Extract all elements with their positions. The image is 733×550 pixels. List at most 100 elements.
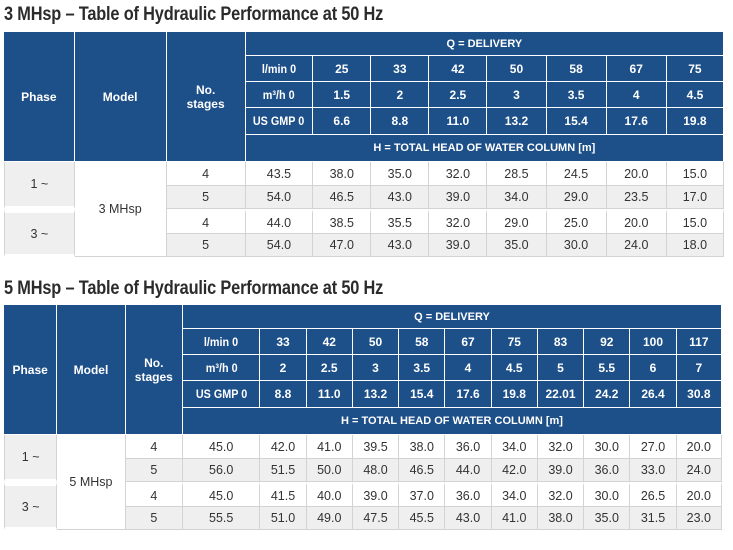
- head-value: 54.0: [245, 234, 314, 257]
- stages-cell: 5: [125, 459, 183, 482]
- head-value: 27.0: [630, 435, 677, 459]
- table-row: 3 ~ 4 44.0 38.5 35.5 32.0 29.0 25.0 20.0…: [4, 209, 724, 257]
- head-value: 35.0: [584, 507, 631, 530]
- flow-value: 11.0: [306, 381, 353, 408]
- table-row: 5 54.0 46.5 43.0 39.0 34.0 29.0 23.5 17.…: [4, 186, 724, 209]
- performance-table-5mhsp: Phase Model No. stages Q = DELIVERY l/mi…: [4, 305, 722, 530]
- head-value: 29.0: [487, 209, 547, 234]
- head-value: 38.5: [313, 209, 372, 234]
- model-cell: 5 MHsp: [57, 435, 126, 530]
- flow-value: 83: [537, 329, 585, 355]
- flow-value: 33: [371, 56, 430, 82]
- head-value: 47.5: [352, 507, 400, 530]
- section-title-5mhsp: 5 MHsp – Table of Hydraulic Performance …: [4, 278, 384, 299]
- flow-value: 25: [313, 56, 372, 82]
- table-row: 5 54.0 47.0 43.0 39.0 35.0 30.0 24.0 18.…: [4, 234, 724, 257]
- head-value: 32.0: [537, 482, 585, 507]
- flow-value: 6: [630, 355, 677, 381]
- flow-value: 26.4: [630, 381, 677, 408]
- head-value: 41.0: [491, 507, 538, 530]
- head-value: 24.0: [676, 459, 722, 482]
- stages-cell: 5: [166, 234, 246, 257]
- head-value: 43.5: [245, 162, 314, 186]
- header-phase: Phase: [4, 305, 58, 435]
- stages-cell: 4: [166, 162, 246, 186]
- head-value: 51.5: [260, 459, 307, 482]
- flow-value: 75: [666, 56, 724, 82]
- flow-value: 6.6: [313, 108, 372, 135]
- flow-value: 8.8: [371, 108, 430, 135]
- flow-row-usgpm: US GMP 0 6.6 8.8 11.0 13.2 15.4 17.6 19.…: [4, 108, 724, 135]
- table-row: 5 56.0 51.5 50.0 48.0 46.5 44.0 42.0 39.…: [4, 459, 722, 482]
- flow-value: 2: [260, 355, 307, 381]
- flow-value: 33: [260, 329, 307, 355]
- flow-value: 15.4: [399, 381, 446, 408]
- flow-value: 117: [676, 329, 722, 355]
- head-value: 30.0: [546, 234, 607, 257]
- head-value: 44.0: [445, 459, 492, 482]
- flow-value: 4.5: [666, 82, 724, 108]
- flow-value: 19.8: [491, 381, 538, 408]
- flow-value: 67: [445, 329, 492, 355]
- flow-value: 75: [491, 329, 538, 355]
- head-value: 18.0: [666, 234, 724, 257]
- flow-unit-label: m³/h 0: [245, 82, 314, 108]
- head-value: 39.0: [429, 234, 488, 257]
- head-value: 31.5: [630, 507, 677, 530]
- table-row: 1 ~ 5 MHsp 4 45.0 42.0 41.0 39.5 38.0 36…: [4, 435, 722, 530]
- head-value: 28.5: [487, 162, 547, 186]
- head-value: 34.0: [491, 482, 538, 507]
- flow-unit-label: l/min 0: [182, 329, 261, 355]
- flow-value: 24.2: [584, 381, 631, 408]
- flow-value: 19.8: [666, 108, 724, 135]
- head-value: 33.0: [630, 459, 677, 482]
- head-value: 45.0: [182, 435, 261, 459]
- head-value: 15.0: [666, 162, 724, 186]
- flow-value: 17.6: [445, 381, 492, 408]
- head-value: 35.5: [371, 209, 430, 234]
- head-value: 20.0: [606, 209, 667, 234]
- head-value: 55.5: [182, 507, 261, 530]
- head-value: 38.0: [537, 507, 585, 530]
- head-value: 41.5: [260, 482, 307, 507]
- flow-value: 50: [352, 329, 400, 355]
- head-value: 42.0: [260, 435, 307, 459]
- head-value: 43.0: [371, 234, 430, 257]
- head-value: 45.5: [399, 507, 446, 530]
- header-model: Model: [57, 305, 126, 435]
- header-total-head: H = TOTAL HEAD OF WATER COLUMN [m]: [182, 408, 722, 435]
- flow-value: 13.2: [352, 381, 400, 408]
- head-value: 20.0: [606, 162, 667, 186]
- head-value: 39.0: [429, 186, 488, 209]
- stages-cell: 5: [125, 507, 183, 530]
- head-value: 24.0: [606, 234, 667, 257]
- head-value: 23.5: [606, 186, 667, 209]
- head-value: 39.0: [352, 482, 400, 507]
- head-value: 36.0: [584, 459, 631, 482]
- head-value: 30.0: [584, 435, 631, 459]
- flow-value: 3.5: [399, 355, 446, 381]
- flow-value: 30.8: [676, 381, 722, 408]
- head-value: 25.0: [546, 209, 607, 234]
- model-cell: 3 MHsp: [74, 162, 167, 257]
- flow-row-m3h: m³/h 0 2 2.5 3 3.5 4 4.5 5 5.5 6 7: [4, 355, 722, 381]
- head-value: 51.0: [260, 507, 307, 530]
- flow-unit-label: US GMP 0: [245, 108, 314, 135]
- flow-value: 58: [546, 56, 607, 82]
- flow-value: 100: [630, 329, 677, 355]
- flow-unit-label: l/min 0: [245, 56, 314, 82]
- head-value: 39.5: [352, 435, 400, 459]
- flow-row-m3h: m³/h 0 1.5 2 2.5 3 3.5 4 4.5: [4, 82, 724, 108]
- head-value: 34.0: [491, 435, 538, 459]
- head-value: 17.0: [666, 186, 724, 209]
- header-stages: No. stages: [166, 32, 246, 162]
- head-value: 39.0: [537, 459, 585, 482]
- flow-value: 4: [606, 82, 667, 108]
- head-value: 56.0: [182, 459, 261, 482]
- head-value: 48.0: [352, 459, 400, 482]
- flow-value: 58: [399, 329, 446, 355]
- flow-unit-label: US GMP 0: [182, 381, 261, 408]
- head-value: 35.0: [371, 162, 430, 186]
- head-value: 32.0: [537, 435, 585, 459]
- phase-cell: 3 ~: [4, 482, 58, 530]
